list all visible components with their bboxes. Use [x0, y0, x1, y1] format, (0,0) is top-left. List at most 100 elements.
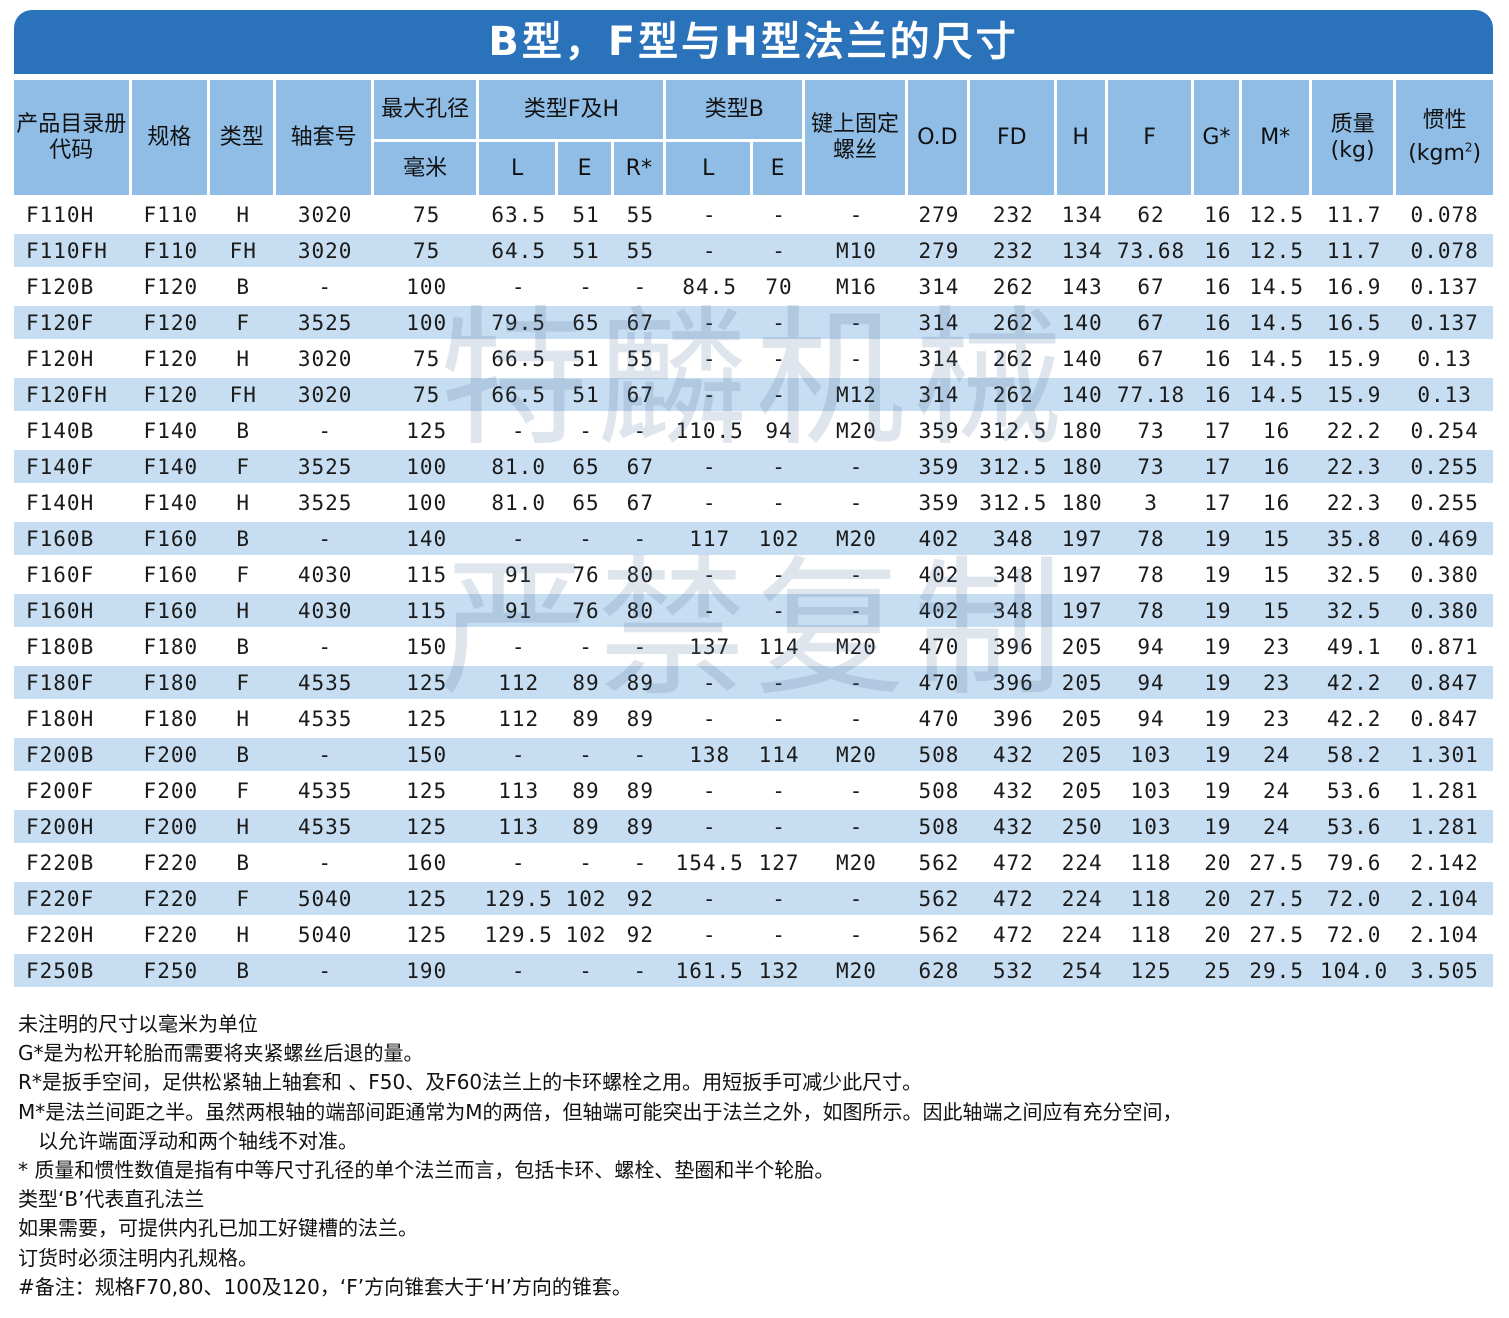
table-cell: 102: [557, 882, 615, 918]
table-cell: -: [479, 846, 558, 882]
table-cell: 129.5: [479, 882, 558, 918]
table-cell: -: [666, 774, 753, 810]
table-row: F120FH F120 FH 3020 75 66.5 51 67- - M12 314 262 140…: [14, 378, 1493, 414]
table-cell: F200: [131, 774, 211, 810]
table-cell: F: [210, 882, 277, 918]
table-cell: H: [210, 342, 277, 378]
table-cell: 23: [1241, 702, 1312, 738]
table-cell: -: [666, 378, 753, 414]
table-cell: F110H: [14, 198, 132, 234]
table-cell: 24: [1241, 810, 1312, 846]
table-cell: 53.6: [1311, 810, 1397, 846]
table-body: F110H F110 H 3020 75 63.5 51 55- - -279 232 134 62 16…: [14, 198, 1493, 990]
table-cell: -: [557, 954, 615, 990]
table-cell: 42.2: [1311, 666, 1397, 702]
table-cell: F110: [131, 198, 211, 234]
table-cell: -: [479, 954, 558, 990]
table-cell: 15.9: [1311, 342, 1397, 378]
table-cell: 24: [1241, 774, 1312, 810]
table-cell: -: [805, 486, 908, 522]
table-cell: 127: [752, 846, 806, 882]
table-cell: F160: [131, 594, 211, 630]
table-cell: 3020: [276, 378, 374, 414]
table-cell: F180F: [14, 666, 132, 702]
table-cell: 16: [1241, 414, 1312, 450]
table-cell: F180H: [14, 702, 132, 738]
table-cell: B: [210, 414, 277, 450]
header-key-screw: 键上固定螺丝: [805, 80, 908, 198]
table-cell: 14.5: [1241, 270, 1312, 306]
table-cell: 89: [557, 702, 615, 738]
table-row: F200H F200 H 4535 125 113 89 89- - -508 432 250 103 1…: [14, 810, 1493, 846]
table-row: F110FH F110 FH 3020 75 64.5 51 55- - M10 279 232 134…: [14, 234, 1493, 270]
table-cell: 132: [752, 954, 806, 990]
table-cell: 402: [907, 522, 971, 558]
table-cell: -: [276, 738, 374, 774]
table-cell: F140: [131, 414, 211, 450]
table-cell: 3525: [276, 306, 374, 342]
table-cell: F200F: [14, 774, 132, 810]
table-cell: F140: [131, 450, 211, 486]
table-cell: 562: [907, 846, 971, 882]
table-cell: 0.078: [1396, 234, 1493, 270]
table-cell: 55: [614, 342, 667, 378]
table-cell: M10: [805, 234, 908, 270]
table-cell: 118: [1107, 882, 1195, 918]
table-cell: 49.1: [1311, 630, 1397, 666]
table-cell: -: [276, 414, 374, 450]
table-cell: -: [614, 630, 667, 666]
table-row: F140B F140 B -125- - -110.5 94 M20 359 312.5 180 73…: [14, 414, 1493, 450]
table-cell: 16: [1241, 450, 1312, 486]
header-sleeve: 轴套号: [276, 80, 374, 198]
header-mass-unit: (kg): [1330, 137, 1375, 163]
table-cell: -: [805, 666, 908, 702]
table-cell: 470: [907, 630, 971, 666]
table-cell: -: [276, 846, 374, 882]
table-cell: 27.5: [1241, 846, 1312, 882]
table-cell: 138: [666, 738, 753, 774]
header-catalog-code: 产品目录册代码: [14, 80, 132, 198]
table-cell: 65: [557, 486, 615, 522]
table-cell: 314: [907, 378, 971, 414]
table-cell: 262: [970, 306, 1057, 342]
table-cell: 197: [1056, 558, 1108, 594]
table-cell: 67: [1107, 342, 1195, 378]
table-cell: 103: [1107, 774, 1195, 810]
table-cell: 348: [970, 594, 1057, 630]
table-cell: FH: [210, 234, 277, 270]
table-cell: F160: [131, 558, 211, 594]
table-cell: 1.281: [1396, 774, 1493, 810]
table-cell: 67: [614, 378, 667, 414]
table-row: F180F F180 F 4535 125 112 89 89- - -470 396 205 94 19…: [14, 666, 1493, 702]
table-cell: 402: [907, 558, 971, 594]
table-row: F160H F160 H 4030 115 91 76 80- - -402 348 197 78 19 1…: [14, 594, 1493, 630]
table-cell: 91: [479, 594, 558, 630]
table-cell: 72.0: [1311, 882, 1397, 918]
table-cell: 51: [557, 198, 615, 234]
table-cell: 114: [752, 630, 806, 666]
table-cell: 80: [614, 558, 667, 594]
table-cell: 16: [1194, 198, 1242, 234]
table-cell: -: [752, 774, 806, 810]
note-line: R*是扳手空间，足供松紧轴上轴套和 、F50、及F60法兰上的卡环螺栓之用。用短…: [18, 1070, 923, 1095]
header-inertia: 惯性 (kgm2): [1396, 80, 1493, 198]
table-cell: M12: [805, 378, 908, 414]
table-cell: -: [614, 270, 667, 306]
table-cell: 76: [557, 594, 615, 630]
table-cell: -: [752, 342, 806, 378]
table-cell: F: [210, 558, 277, 594]
header-type-b: 类型B: [666, 80, 806, 142]
note-line: #备注：规格F70,80、100及120，‘F’方向锥套大于‘H’方向的锥套。: [18, 1274, 632, 1299]
table-cell: 0.469: [1396, 522, 1493, 558]
table-cell: 16: [1194, 234, 1242, 270]
table-cell: 140: [1056, 378, 1108, 414]
table-cell: -: [666, 558, 753, 594]
table-cell: 66.5: [479, 378, 558, 414]
table-cell: 100: [373, 486, 480, 522]
table-cell: -: [752, 810, 806, 846]
header-b-l: L: [666, 142, 753, 198]
table-cell: F220H: [14, 918, 132, 954]
table-row: F220F F220 F 5040 125 129.5 102 92- - -562 472 224 1…: [14, 882, 1493, 918]
table-cell: 113: [479, 774, 558, 810]
table-cell: 160: [373, 846, 480, 882]
